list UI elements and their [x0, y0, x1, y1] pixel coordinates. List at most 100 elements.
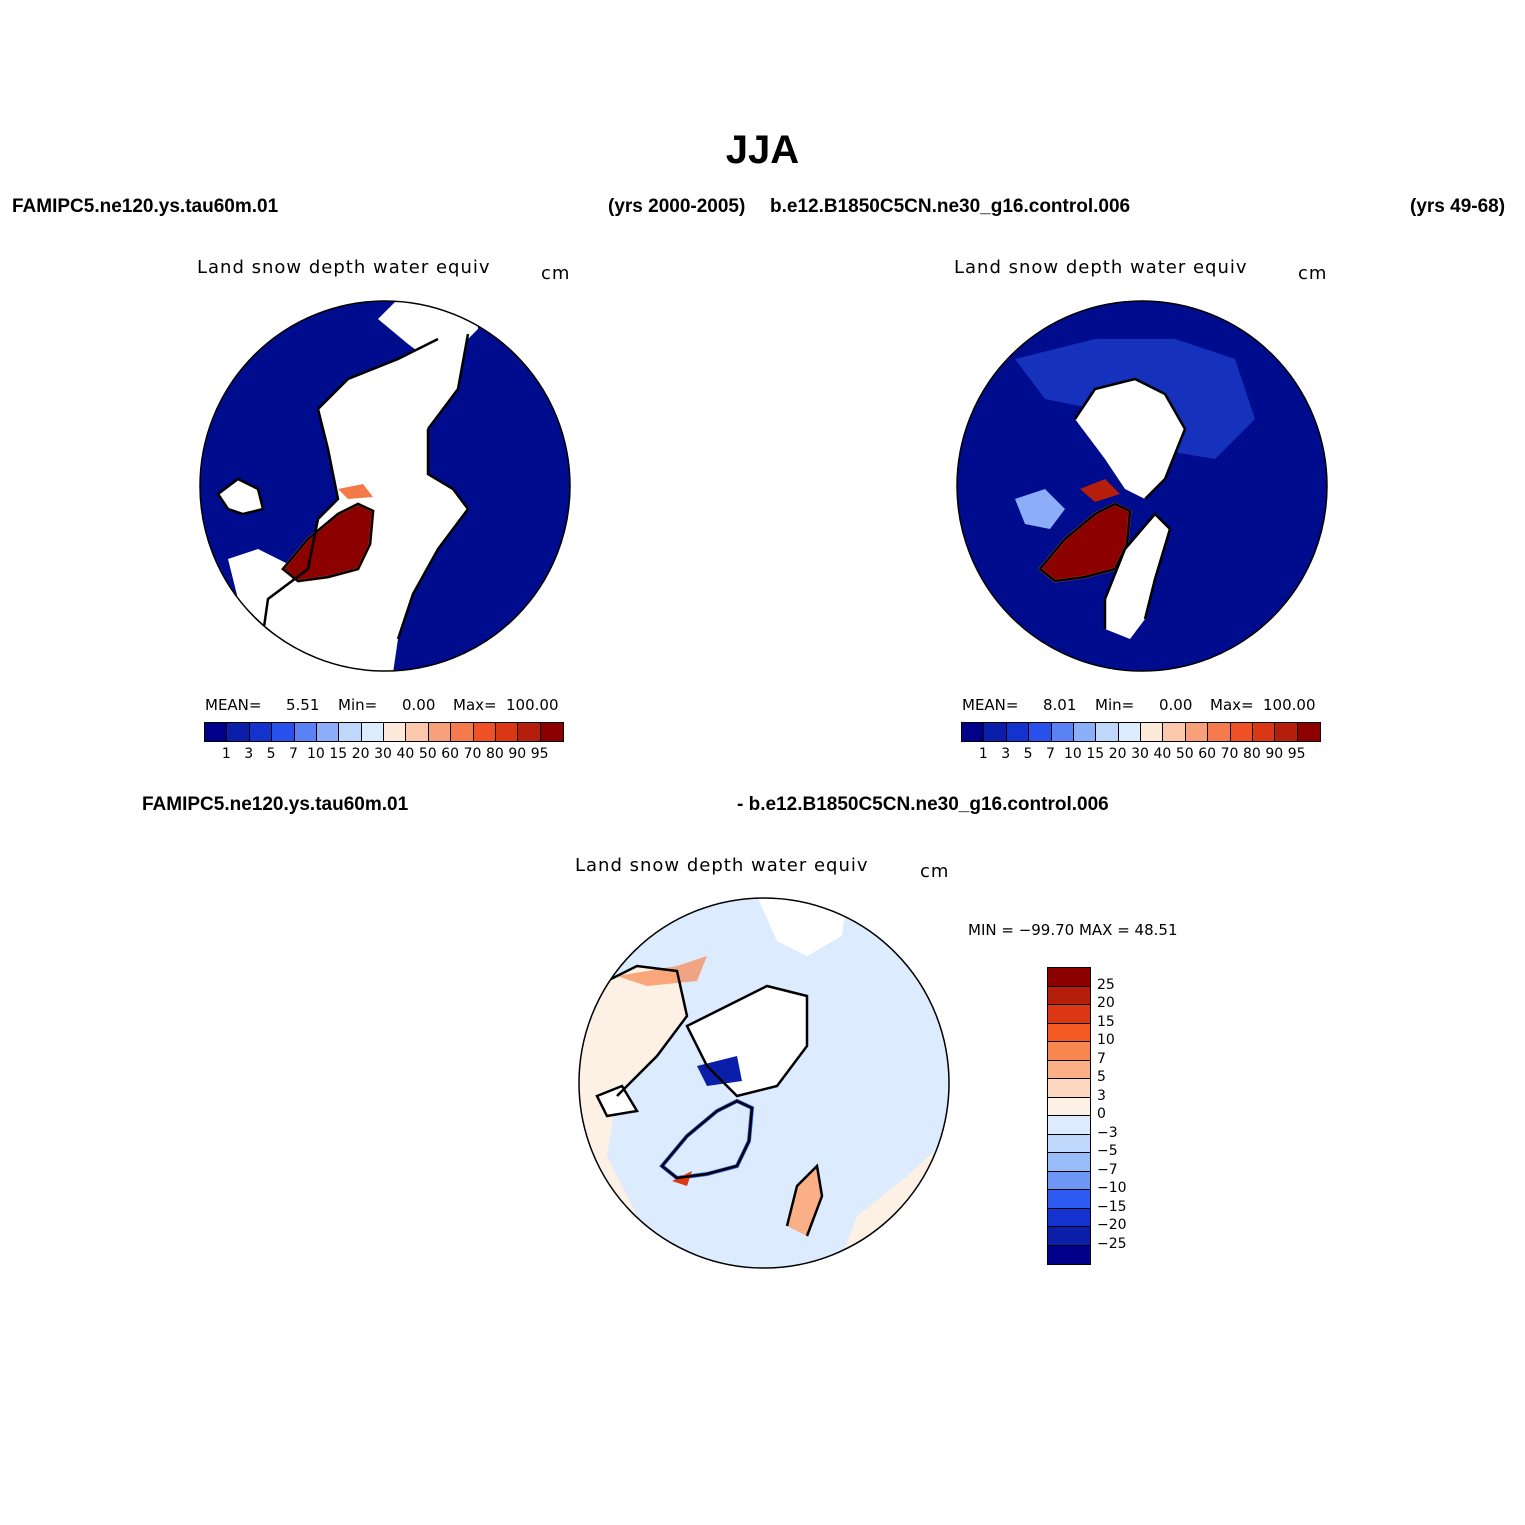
left-colorbar-cell	[473, 723, 496, 741]
positive-diff-north-coast	[617, 956, 707, 986]
right-colorbar-tick-label: 80	[1242, 746, 1261, 762]
diff-colorbar-tick-label: −5	[1097, 1143, 1118, 1159]
right-colorbar-cell	[1006, 723, 1030, 741]
negative-diff-archipelago	[697, 1056, 742, 1086]
no-snow-south-region	[1105, 514, 1170, 639]
diff-colorbar-cell	[1048, 1208, 1090, 1227]
diff-colorbar-cell	[1048, 1042, 1090, 1061]
left-colorbar-cell	[518, 723, 541, 741]
left-colorbar-cell	[406, 723, 429, 741]
right-colorbar-cell	[1141, 723, 1164, 741]
left-colorbar-cell	[451, 723, 474, 741]
right-colorbar-tick-label: 30	[1131, 746, 1149, 762]
right-colorbar-tick-label: 3	[1001, 746, 1011, 762]
diff-colorbar-tick-label: −20	[1097, 1217, 1127, 1233]
diff-colorbar-tick-label: 15	[1097, 1013, 1115, 1030]
diff-colorbar-tick-label: 20	[1097, 995, 1115, 1011]
diff-colorbar-cell	[1048, 1171, 1090, 1190]
diff-colorbar-tick-label: −7	[1097, 1161, 1118, 1178]
diff-colorbar-tick-label: 7	[1097, 1050, 1106, 1067]
left-colorbar-tick-label: 95	[530, 746, 549, 762]
left-colorbar-tick-label: 7	[289, 746, 298, 762]
left-colorbar-cell	[294, 723, 317, 741]
left-max-label: Max=	[453, 696, 497, 714]
diff-colorbar-cell	[1048, 1134, 1090, 1153]
right-polar-map	[956, 300, 1328, 672]
no-snow-west-region	[218, 479, 263, 514]
right-colorbar-cell	[1252, 723, 1276, 741]
left-min-value: 0.00	[402, 696, 436, 714]
right-colorbar-tick-label: 60	[1198, 746, 1217, 762]
right-colorbar-cell	[1096, 723, 1119, 741]
right-min-value: 0.00	[1159, 696, 1193, 714]
diff-minmax: MIN = −99.70 MAX = 48.51	[968, 921, 1178, 939]
left-colorbar-tick-label: 40	[396, 746, 415, 762]
left-colorbar-cell	[495, 723, 519, 741]
diff-colorbar-tick-label: 5	[1097, 1069, 1106, 1085]
map-boundary	[578, 897, 950, 1269]
coastlines	[1038, 377, 1187, 629]
left-colorbar-tick-label: 60	[441, 746, 460, 762]
coastlines	[579, 964, 824, 1237]
right-colorbar-cell	[1208, 723, 1231, 741]
left-colorbar-cell	[540, 723, 563, 741]
left-colorbar-tick-label: 10	[306, 746, 325, 762]
left-colorbar-cell	[249, 723, 273, 741]
map-boundary	[956, 300, 1328, 672]
right-colorbar-tick-label: 10	[1063, 746, 1082, 762]
diff-colorbar-tick-label: −10	[1097, 1180, 1127, 1196]
left-colorbar-tick-label: 15	[329, 746, 348, 762]
right-colorbar-cell	[1073, 723, 1097, 741]
right-colorbar-tick-label: 70	[1220, 746, 1239, 762]
diff-colorbar-cell	[1048, 1245, 1090, 1264]
left-map-units: cm	[541, 263, 571, 284]
coastlines	[216, 333, 470, 670]
right-min-label: Min=	[1095, 696, 1135, 714]
diff-colorbar-cell	[1048, 1005, 1090, 1024]
right-max-value: 100.00	[1263, 696, 1316, 714]
no-snow-arctic-ocean	[1075, 379, 1185, 499]
right-colorbar-tick-label: 95	[1287, 746, 1306, 762]
arctic-island-snow	[1080, 479, 1120, 502]
left-colorbar-tick-label: 20	[351, 746, 370, 762]
left-colorbar-tick-label: 90	[508, 746, 527, 762]
right-mean-value: 8.01	[1043, 696, 1077, 714]
no-data-north	[757, 898, 847, 956]
no-data-west	[597, 1086, 637, 1116]
left-colorbar-cell	[205, 723, 228, 741]
left-colorbar-tick-label: 70	[463, 746, 482, 762]
left-colorbar-tick-label: 3	[244, 746, 254, 762]
right-colorbar-tick-label: 1	[978, 746, 988, 762]
left-mean-value: 5.51	[286, 696, 320, 714]
right-colorbar-cell	[1297, 723, 1320, 741]
diff-map-units: cm	[920, 861, 950, 882]
left-map-variable: Land snow depth water equiv	[197, 257, 491, 278]
right-colorbar-cell	[1051, 723, 1074, 741]
left-colorbar-cell	[227, 723, 250, 741]
no-snow-south-region	[333, 634, 388, 671]
right-colorbar-tick-label: 50	[1175, 746, 1194, 762]
right-map-variable: Land snow depth water equiv	[954, 257, 1248, 278]
left-max-value: 100.00	[506, 696, 559, 714]
left-mean-label: MEAN=	[205, 696, 262, 714]
left-min-label: Min=	[338, 696, 378, 714]
map-boundary	[199, 300, 571, 672]
diff-colorbar-cell	[1048, 1060, 1090, 1079]
right-colorbar-tick-label: 20	[1108, 746, 1127, 762]
right-colorbar-cell	[1118, 723, 1141, 741]
diff-colorbar-tick-label: −3	[1097, 1124, 1118, 1141]
right-colorbar-cell	[962, 723, 985, 741]
left-colorbar-tick-label: 5	[266, 746, 276, 762]
left-colorbar-cell	[361, 723, 384, 741]
diff-case-left: FAMIPC5.ne120.ys.tau60m.01	[142, 794, 409, 815]
diff-colorbar-cell	[1048, 1079, 1090, 1098]
right-case-name: b.e12.B1850C5CN.ne30_g16.control.006	[770, 196, 1131, 217]
left-colorbar-tick-label: 1	[221, 746, 231, 762]
arctic-island-snow	[338, 484, 373, 499]
right-colorbar-cell	[1163, 723, 1186, 741]
diff-colorbar-cell	[1048, 968, 1090, 987]
diff-map-variable: Land snow depth water equiv	[575, 855, 869, 876]
left-colorbar-cell	[384, 723, 407, 741]
diff-colorbar-tick-label: −15	[1097, 1198, 1127, 1215]
left-case-years: (yrs 2000-2005)	[608, 196, 746, 217]
